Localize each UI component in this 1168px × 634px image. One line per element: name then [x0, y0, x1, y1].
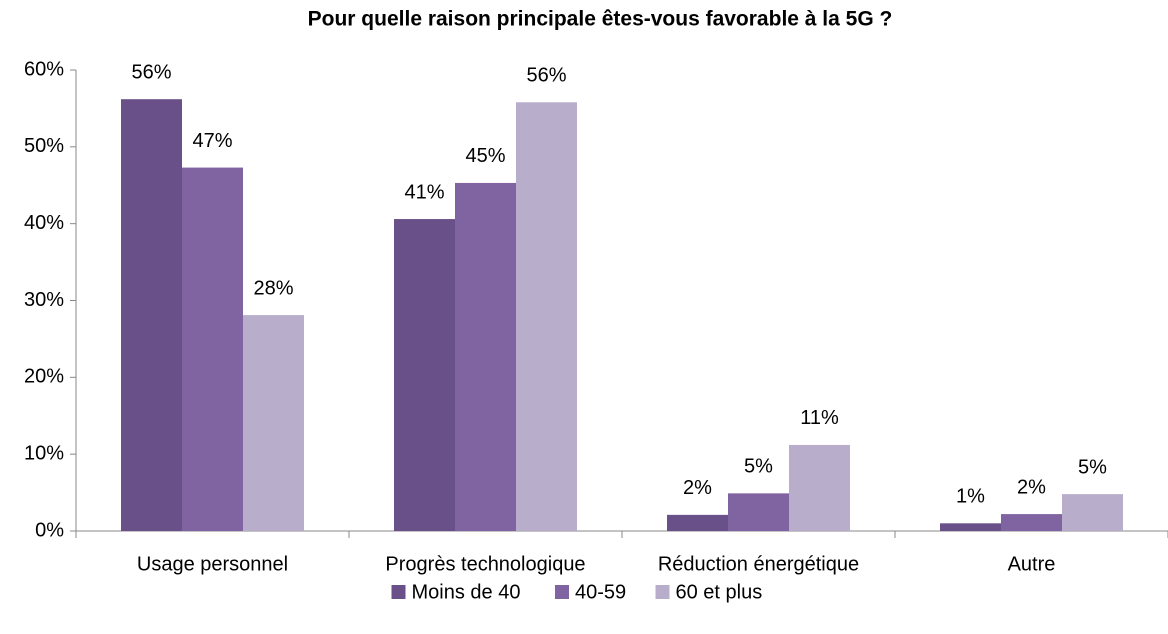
y-tick-label: 40% — [24, 212, 64, 234]
x-tick-label: Autre — [1008, 553, 1056, 575]
value-label: 56% — [131, 61, 171, 83]
legend-label: 40-59 — [575, 581, 626, 603]
x-tick-label: Réduction énergétique — [658, 553, 859, 575]
bar — [455, 182, 516, 531]
y-tick-label: 20% — [24, 366, 64, 388]
chart-title: Pour quelle raison principale êtes-vous … — [308, 8, 893, 31]
bar — [667, 514, 728, 531]
bar — [1001, 514, 1062, 531]
x-tick-label: Usage personnel — [137, 553, 288, 575]
value-label: 2% — [683, 477, 712, 499]
legend-swatch — [391, 585, 406, 599]
y-tick-label: 60% — [24, 58, 64, 80]
legend-label: Moins de 40 — [412, 581, 521, 603]
bar — [516, 102, 577, 532]
value-label: 28% — [253, 277, 293, 299]
value-label: 11% — [800, 407, 839, 429]
y-tick-label: 10% — [24, 442, 64, 464]
legend-swatch — [555, 585, 569, 599]
bar — [182, 167, 243, 531]
value-label: 45% — [465, 145, 505, 167]
value-label: 1% — [956, 486, 985, 508]
value-label: 5% — [1078, 456, 1107, 478]
bar — [940, 523, 1001, 531]
bar — [394, 219, 455, 531]
y-tick-label: 50% — [24, 135, 64, 157]
value-label: 2% — [1017, 476, 1046, 498]
value-label: 5% — [744, 456, 773, 478]
value-label: 41% — [404, 181, 444, 203]
bar — [121, 99, 182, 532]
legend-swatch — [655, 585, 670, 599]
y-tick-label: 0% — [35, 519, 64, 541]
y-tick-label: 30% — [24, 289, 64, 311]
legend-label: 60 et plus — [676, 581, 763, 603]
bar — [243, 315, 304, 531]
x-tick-label: Progrès technologique — [385, 553, 585, 575]
bar — [1062, 494, 1123, 531]
value-label: 47% — [192, 130, 232, 152]
bar — [789, 444, 850, 531]
value-label: 56% — [526, 65, 566, 87]
bar — [728, 493, 789, 531]
